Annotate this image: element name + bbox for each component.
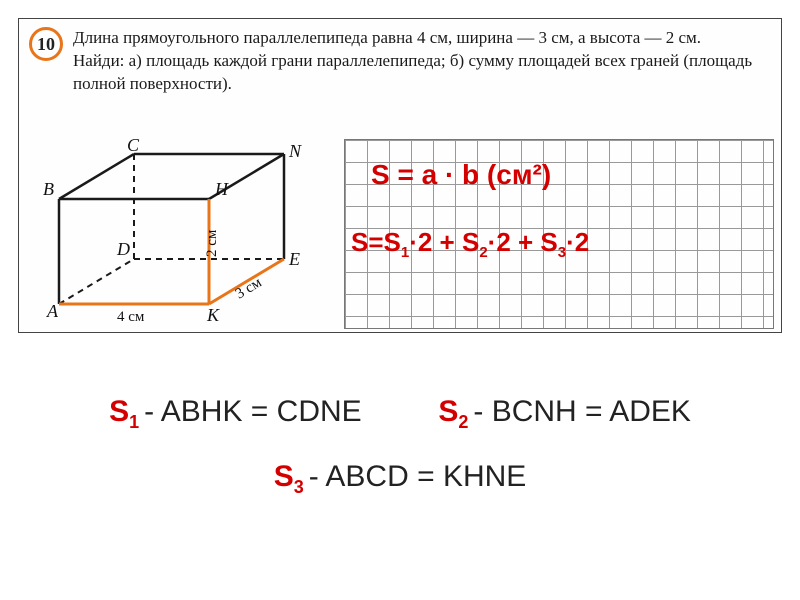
svg-text:A: A bbox=[46, 301, 59, 321]
s2-faces: - BCNH = ADEK bbox=[473, 395, 691, 428]
dim-length: 4 см bbox=[117, 309, 145, 324]
s3-faces: - ABCD = KHNE bbox=[309, 460, 527, 493]
svg-text:B: B bbox=[43, 179, 54, 199]
s3-label: S3 bbox=[274, 460, 309, 493]
svg-text:C: C bbox=[127, 139, 140, 155]
svg-text:N: N bbox=[288, 141, 302, 161]
s1-faces: - ABHK = CDNE bbox=[144, 395, 362, 428]
textbook-panel: 10 Длина прямоугольного параллелепипеда … bbox=[18, 18, 782, 333]
problem-number-badge: 10 bbox=[29, 27, 63, 61]
face-annotation-row-1: S1 - ABHK = CDNE S2 - BCNH = ADEK bbox=[0, 395, 800, 433]
s1-label: S1 bbox=[109, 395, 144, 428]
dim-height: 2 см bbox=[204, 229, 220, 257]
svg-text:H: H bbox=[214, 179, 229, 199]
svg-text:K: K bbox=[206, 305, 220, 324]
problem-header: 10 Длина прямоугольного параллелепипеда … bbox=[29, 27, 769, 96]
dim-width: 3 см bbox=[233, 274, 265, 302]
svg-text:E: E bbox=[288, 249, 300, 269]
face-annotation-row-2: S3 - ABCD = KHNE bbox=[0, 460, 800, 498]
problem-text: Длина прямоугольного параллелепипеда рав… bbox=[73, 27, 753, 96]
s2-label: S2 bbox=[438, 395, 473, 428]
svg-text:D: D bbox=[116, 239, 130, 259]
formula-surface: S=S1·2 + S2·2 + S3·2 bbox=[351, 227, 589, 261]
parallelepiped-diagram: A K E D B H N C 4 см 3 см 2 см bbox=[39, 139, 329, 324]
formula-area: S = a · b (см²) bbox=[371, 159, 551, 191]
